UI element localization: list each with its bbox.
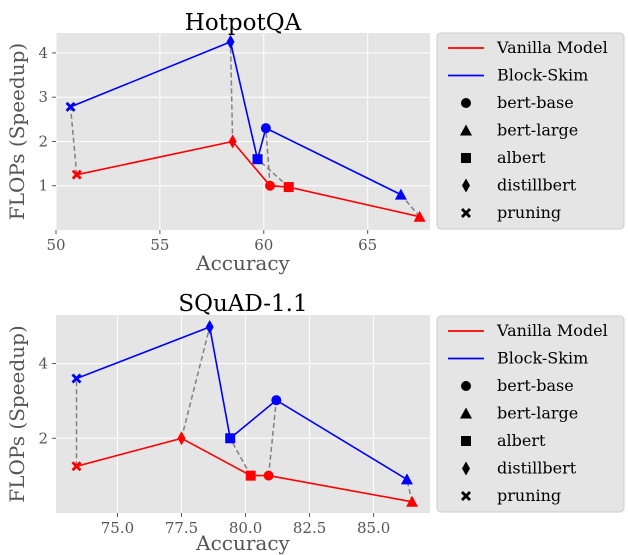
chart-panel: 75.0 77.5 80.0 82.5 85.0 2 4 SQuAD-1.1 Accuracy F… <box>5 291 430 555</box>
point-bert-large <box>406 495 419 507</box>
chart-title: SQuAD-1.1 <box>178 291 307 317</box>
legend-entry: albert <box>497 431 546 450</box>
x-tick-label: 60 <box>254 236 273 254</box>
x-tick-label: 75.0 <box>101 519 134 537</box>
chart-panel: 50 55 60 65 1 2 3 4 HotpotQA Accuracy FLOPs (Speed… <box>5 10 430 275</box>
point-pruning <box>71 461 82 472</box>
legend-frame <box>436 315 625 513</box>
y-tick-label: 4 <box>38 44 48 62</box>
x-axis-label: Accuracy <box>195 251 290 275</box>
legend-marker-albert <box>461 436 471 446</box>
legend-marker-bert-base <box>461 381 471 391</box>
connector-line <box>69 106 78 175</box>
point-bert-base <box>265 180 276 191</box>
point-bert-large <box>394 188 407 200</box>
legend-marker-bert-large <box>460 124 472 136</box>
x-tick-label: 50 <box>46 236 65 254</box>
y-tick-label: 2 <box>38 429 48 447</box>
point-bert-base <box>271 395 282 406</box>
y-tick-label: 4 <box>38 355 48 373</box>
legend-entry: Block-Skim <box>497 66 588 85</box>
y-tick-label: 1 <box>38 177 48 195</box>
x-tick-label: 85.0 <box>357 519 390 537</box>
x-tick-label: 65 <box>358 236 377 254</box>
legend-entry: Vanilla Model <box>496 321 608 340</box>
legend-entry: Block-Skim <box>497 349 588 368</box>
connector-line <box>229 41 234 142</box>
point-pruning <box>71 373 82 384</box>
legend-entry: pruning <box>497 486 561 505</box>
legend-marker-distillbert <box>462 178 470 193</box>
legend-marker-bert-base <box>461 98 471 108</box>
legend-entry: Vanilla Model <box>496 38 608 57</box>
point-bert-base <box>260 123 271 134</box>
y-axis-label: FLOPs (Speedup) <box>5 325 29 502</box>
legend-marker-pruning <box>461 208 471 218</box>
point-distillbert <box>226 34 235 49</box>
legend-entry: distillbert <box>497 459 577 478</box>
point-albert <box>252 154 263 165</box>
point-distillbert <box>177 431 186 446</box>
point-bert-large <box>413 210 426 222</box>
chart-title: HotpotQA <box>185 10 302 36</box>
x-tick-label: 80.0 <box>229 519 262 537</box>
point-albert <box>225 433 236 444</box>
legend-marker-bert-large <box>460 407 472 419</box>
legend-entry: pruning <box>497 203 561 222</box>
connector-line <box>257 158 290 188</box>
legend-marker-pruning <box>461 491 471 501</box>
point-bert-large <box>400 473 413 485</box>
y-tick-label: 3 <box>38 88 48 106</box>
legend: Vanilla Model Block-Skim bert-base bert-lar… <box>436 315 625 513</box>
connector-line <box>229 437 252 477</box>
legend-marker-distillbert <box>462 461 470 476</box>
plot-area <box>56 315 430 513</box>
x-axis-label: Accuracy <box>195 531 290 555</box>
legend-entry: bert-large <box>497 121 578 140</box>
y-tick-label: 2 <box>38 132 48 150</box>
point-distillbert <box>205 319 214 334</box>
point-pruning <box>65 101 76 112</box>
point-albert <box>283 182 294 193</box>
legend-entry: bert-base <box>497 93 574 112</box>
point-bert-base <box>263 470 274 481</box>
plot-area <box>56 33 430 230</box>
legend-frame <box>436 32 625 230</box>
point-albert <box>245 470 256 481</box>
legend-entry: albert <box>497 148 546 167</box>
legend-entry: bert-large <box>497 404 578 423</box>
y-axis-label: FLOPs (Speedup) <box>5 43 29 220</box>
x-tick-label: 55 <box>150 236 169 254</box>
legend-marker-albert <box>461 153 471 163</box>
legend-entry: bert-base <box>497 376 574 395</box>
point-pruning <box>71 169 82 180</box>
x-tick-label: 82.5 <box>293 519 326 537</box>
x-tick-label: 77.5 <box>165 519 198 537</box>
point-distillbert <box>228 134 237 149</box>
connector-line <box>180 326 211 439</box>
connector-line <box>265 128 271 186</box>
connector-line <box>267 400 278 476</box>
legend-entry: distillbert <box>497 176 577 195</box>
legend: Vanilla Model Block-Skim bert-base bert-lar… <box>436 32 625 230</box>
